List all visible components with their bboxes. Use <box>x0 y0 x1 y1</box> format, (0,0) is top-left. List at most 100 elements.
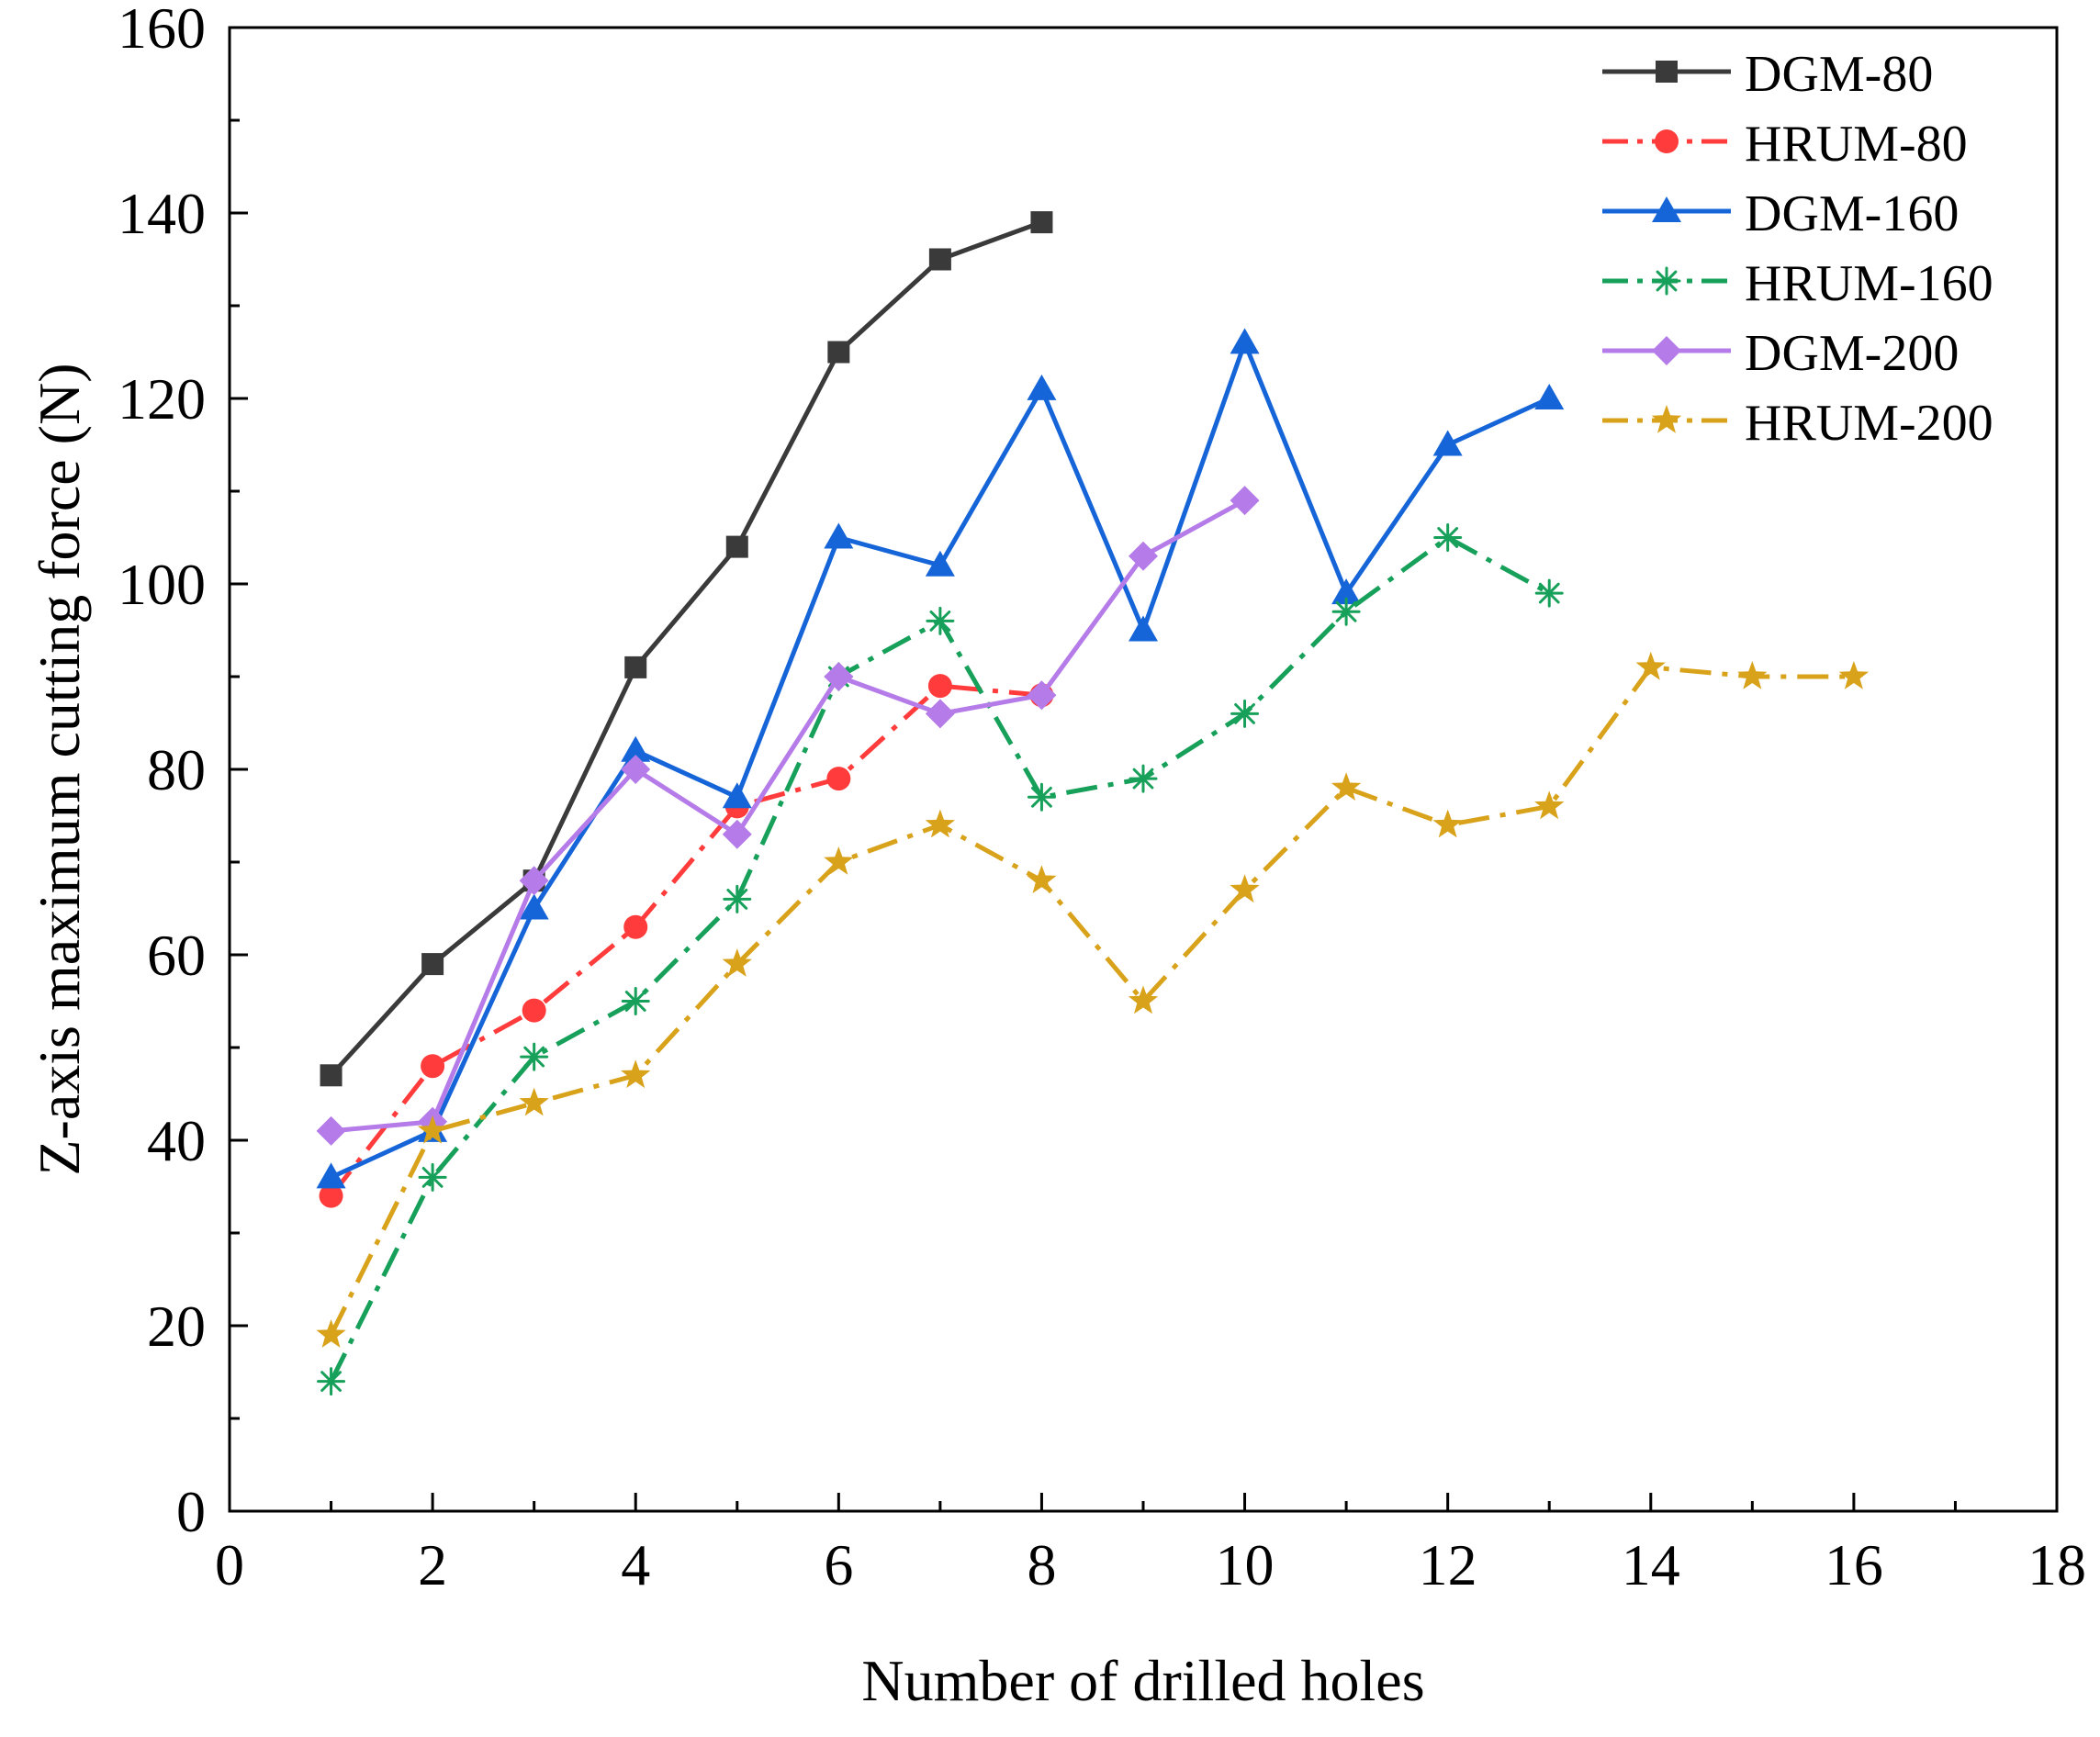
legend-label-hrum-200: HRUM-200 <box>1745 395 1993 452</box>
data-point-hrum-200 <box>1128 985 1159 1014</box>
data-point-dgm-160 <box>722 782 752 809</box>
data-point-hrum-160 <box>520 1042 549 1071</box>
legend-label-dgm-200: DGM-200 <box>1745 325 1959 382</box>
series-dgm-200 <box>316 486 1260 1146</box>
series-line-hrum-160 <box>329 535 1551 1383</box>
data-point-dgm-200 <box>519 866 549 896</box>
legend-label-dgm-160: DGM-160 <box>1745 185 1959 242</box>
data-point-dgm-80 <box>725 535 748 558</box>
data-point-hrum-160 <box>926 606 955 635</box>
data-point-dgm-200 <box>925 699 955 729</box>
x-tick-label: 14 <box>1622 1532 1680 1597</box>
data-point-dgm-200 <box>621 755 651 784</box>
data-point-hrum-80 <box>623 914 648 939</box>
data-point-hrum-160 <box>1331 597 1361 626</box>
data-point-hrum-200 <box>1635 651 1666 680</box>
series-hrum-160 <box>317 523 1564 1396</box>
data-point-hrum-200 <box>1737 661 1768 689</box>
data-point-hrum-160 <box>317 1367 346 1396</box>
y-tick-label: 120 <box>118 366 206 431</box>
data-point-hrum-80 <box>319 1183 343 1208</box>
data-point-hrum-200 <box>722 948 752 977</box>
y-tick-label: 100 <box>118 552 206 617</box>
y-tick-label: 20 <box>147 1294 206 1359</box>
data-point-dgm-200 <box>1027 680 1057 711</box>
data-point-hrum-200 <box>1331 772 1362 801</box>
data-point-dgm-160 <box>1534 384 1565 409</box>
data-point-hrum-200 <box>925 809 956 838</box>
data-point-hrum-200 <box>417 1115 448 1144</box>
data-point-hrum-200 <box>621 1059 651 1089</box>
y-tick-label: 60 <box>147 923 206 988</box>
data-point-dgm-160 <box>1129 615 1158 642</box>
x-tick-label: 8 <box>1027 1532 1056 1597</box>
data-point-hrum-200 <box>1534 790 1565 820</box>
series-line-dgm-80 <box>329 219 1043 1077</box>
data-point-dgm-160 <box>824 522 854 549</box>
legend-marker-hrum-160 <box>1652 266 1681 296</box>
data-point-dgm-160 <box>519 893 549 920</box>
axes-layer: 0 2 4 6 8 10 12 14 16 18 0 20 40 60 80 100 120 140 160 <box>118 0 2086 1597</box>
data-point-hrum-160 <box>1129 764 1158 793</box>
legend-label-dgm-80: DGM-80 <box>1745 46 1933 103</box>
series-line-hrum-200 <box>329 665 1854 1337</box>
legend-entry-dgm-200: DGM-200 <box>1602 325 1959 382</box>
legend-marker-dgm-200 <box>1652 336 1681 365</box>
series-layer <box>316 211 1870 1396</box>
data-point-dgm-160 <box>316 1162 346 1189</box>
data-point-dgm-160 <box>1331 578 1362 605</box>
series-hrum-200 <box>316 651 1870 1348</box>
data-point-dgm-80 <box>928 248 951 271</box>
data-point-hrum-160 <box>1230 699 1260 728</box>
series-line-hrum-80 <box>329 683 1042 1198</box>
x-tick-label: 0 <box>215 1532 244 1597</box>
data-point-dgm-200 <box>1230 486 1260 516</box>
data-point-dgm-80 <box>1030 211 1053 234</box>
data-point-dgm-160 <box>925 550 955 577</box>
data-point-hrum-80 <box>826 767 851 791</box>
data-point-hrum-200 <box>1230 874 1260 903</box>
data-point-hrum-160 <box>1027 782 1056 812</box>
legend-entry-hrum-200: HRUM-200 <box>1602 395 1993 452</box>
data-point-dgm-80 <box>827 341 850 364</box>
legend-entry-hrum-80: HRUM-80 <box>1602 116 1968 173</box>
y-tick-label: 160 <box>118 0 206 61</box>
x-tick-label: 4 <box>621 1532 650 1597</box>
legend-marker-dgm-80 <box>1656 61 1678 83</box>
data-point-dgm-200 <box>824 662 854 691</box>
data-point-hrum-200 <box>1432 809 1463 838</box>
data-point-dgm-160 <box>621 735 651 762</box>
series-line-dgm-160 <box>330 340 1551 1180</box>
data-point-dgm-200 <box>722 819 752 849</box>
data-point-hrum-200 <box>519 1087 549 1116</box>
legend-entry-hrum-160: HRUM-160 <box>1602 255 1993 312</box>
legend: DGM-80 HRUM-80 DGM-160 HRUM-160 DGM-200 HRUM-… <box>1602 46 1993 452</box>
data-point-dgm-80 <box>320 1064 343 1087</box>
data-point-hrum-200 <box>1027 865 1057 893</box>
data-point-hrum-80 <box>421 1054 445 1079</box>
data-point-dgm-160 <box>1027 374 1057 400</box>
series-dgm-160 <box>316 328 1565 1189</box>
data-point-hrum-200 <box>316 1319 346 1348</box>
data-point-dgm-160 <box>1432 430 1463 456</box>
data-point-dgm-80 <box>421 953 444 976</box>
data-point-hrum-160 <box>1534 578 1564 608</box>
legend-label-hrum-80: HRUM-80 <box>1745 116 1968 173</box>
data-point-dgm-200 <box>1129 541 1158 571</box>
y-tick-label: 40 <box>147 1108 206 1173</box>
x-axis-title: Number of drilled holes <box>861 1648 1424 1713</box>
legend-entry-dgm-80: DGM-80 <box>1602 46 1933 103</box>
data-point-hrum-200 <box>824 846 854 875</box>
legend-marker-hrum-80 <box>1655 129 1679 153</box>
y-tick-label: 0 <box>176 1479 206 1544</box>
legend-marker-dgm-160 <box>1652 196 1681 222</box>
data-point-hrum-80 <box>522 998 546 1023</box>
legend-entry-dgm-160: DGM-160 <box>1602 185 1959 242</box>
data-point-hrum-200 <box>1838 661 1870 689</box>
data-point-dgm-200 <box>316 1115 346 1146</box>
x-tick-label: 12 <box>1419 1532 1477 1597</box>
x-tick-label: 16 <box>1825 1532 1883 1597</box>
y-axis-title: Z-axis maximum cutting force (N) <box>27 363 92 1175</box>
